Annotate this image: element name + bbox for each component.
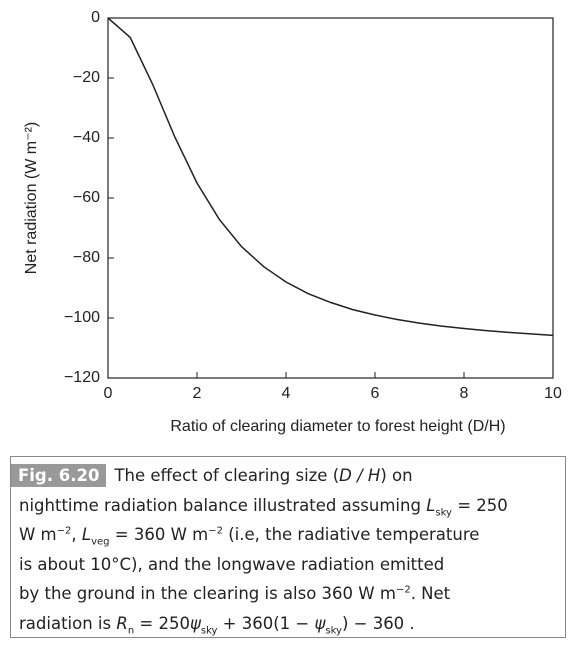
caption-text: = 250 — [451, 495, 508, 515]
caption-text: is about 10°C), and the longwave radiati… — [19, 554, 445, 574]
caption-line: nighttime radiation balance illustrated … — [19, 491, 557, 521]
caption-text: sky — [435, 506, 452, 518]
caption-text: ψ — [314, 613, 326, 633]
x-tick-label: 2 — [193, 385, 202, 402]
y-tick-label: −20 — [73, 69, 100, 86]
plot-frame — [107, 17, 554, 379]
x-tick-label: 8 — [460, 385, 469, 402]
caption-text: by the ground in the clearing is also 36… — [19, 584, 396, 603]
x-axis-label: Ratio of clearing diameter to forest hei… — [170, 418, 505, 435]
y-tick-label: −40 — [73, 129, 100, 146]
caption-text: n — [127, 624, 135, 636]
caption-text: L — [81, 525, 92, 544]
caption-label: Fig. 6.20 — [11, 464, 107, 487]
caption-text: ) on — [380, 466, 413, 485]
y-tick-label: 0 — [91, 9, 100, 26]
caption-line: Fig. 6.20 The effect of clearing size (D … — [11, 461, 557, 491]
caption-text: + 360(1 − — [217, 613, 315, 633]
y-tick-label: −60 — [73, 189, 100, 206]
x-tick-label: 6 — [371, 385, 380, 402]
caption-text: −2 — [56, 525, 72, 537]
caption-text: −2 — [395, 584, 411, 596]
caption-text: = 250 — [134, 613, 190, 633]
caption-text: −2 — [208, 525, 223, 537]
caption-text: nighttime radiation balance illustrated … — [19, 495, 427, 515]
y-tick-label: −120 — [64, 369, 100, 386]
caption-line: W m−2, Lveg = 360 W m−2 (i.e, the radiat… — [19, 520, 557, 550]
x-tick-label: 0 — [104, 385, 113, 402]
caption-text: sky — [325, 624, 342, 636]
caption-text: = 360 W m — [109, 525, 209, 544]
x-tick-label: 4 — [282, 385, 291, 402]
caption: Fig. 6.20 The effect of clearing size (D … — [10, 456, 566, 638]
y-tick-label: −80 — [73, 249, 100, 266]
caption-text: veg — [91, 536, 110, 548]
y-axis-label: Net radiation (W m⁻²) — [23, 122, 40, 274]
caption-text: . Net — [410, 584, 451, 603]
chart: Ratio of clearing diameter to forest hei… — [23, 9, 562, 435]
y-tick-label: −100 — [64, 309, 100, 326]
caption-line: radiation is Rn = 250ψsky + 360(1 − ψsky… — [19, 609, 557, 639]
caption-text: (i.e, the radiative temperature — [222, 525, 480, 544]
caption-text: , — [71, 525, 82, 544]
caption-text: R — [116, 613, 128, 633]
caption-text: W m — [19, 525, 57, 544]
caption-text: sky — [200, 624, 218, 636]
data-line — [107, 17, 554, 337]
caption-line: by the ground in the clearing is also 36… — [19, 579, 557, 609]
caption-text: D / H — [339, 466, 381, 485]
x-tick-label: 10 — [544, 385, 562, 402]
caption-text: The effect of clearing size ( — [114, 466, 340, 485]
caption-text: L — [426, 495, 436, 515]
caption-line: is about 10°C), and the longwave radiati… — [19, 550, 557, 580]
caption-text: ) − 360 . — [341, 613, 415, 633]
caption-text: ψ — [189, 613, 201, 633]
caption-text: radiation is — [19, 613, 117, 633]
